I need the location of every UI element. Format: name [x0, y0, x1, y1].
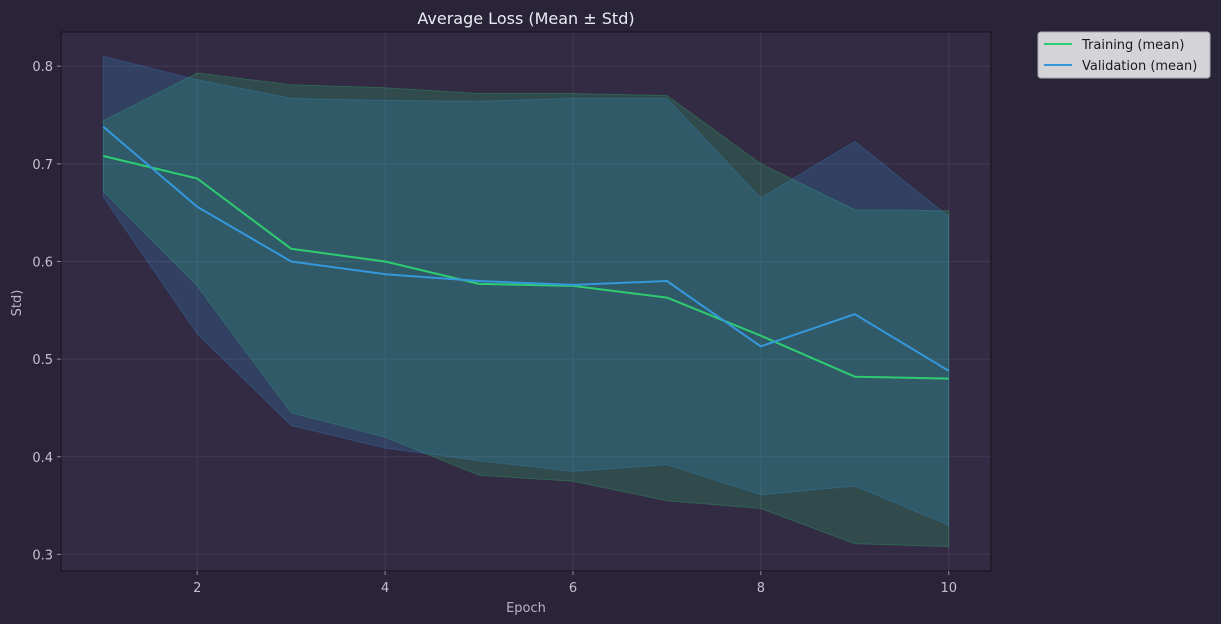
x-tick-label: 8 — [757, 581, 765, 596]
legend-label-training: Training (mean) — [1081, 38, 1184, 53]
y-tick-label: 0.6 — [32, 255, 53, 270]
y-axis-ticks: 0.3 0.4 0.5 0.6 0.7 0.8 — [32, 60, 61, 563]
y-tick-label: 0.4 — [32, 451, 53, 466]
x-tick-label: 6 — [569, 581, 577, 596]
y-tick-label: 0.7 — [32, 158, 53, 173]
plot-area — [61, 32, 991, 571]
y-tick-label: 0.3 — [32, 548, 53, 563]
y-tick-label: 0.5 — [32, 353, 53, 368]
x-axis-ticks: 2 4 6 8 10 — [193, 571, 957, 596]
legend-box — [1037, 31, 1211, 79]
legend: Training (mean) Validation (mean) — [1037, 31, 1211, 79]
x-tick-label: 10 — [940, 581, 957, 596]
x-tick-label: 2 — [193, 581, 201, 596]
grid — [61, 32, 991, 571]
x-tick-label: 4 — [381, 581, 389, 596]
x-axis-label: Epoch — [506, 601, 546, 616]
chart-title: Average Loss (Mean ± Std) — [417, 9, 634, 28]
mean-line-training — [103, 155, 949, 380]
y-axis-label: Std) — [10, 290, 25, 317]
legend-label-validation: Validation (mean) — [1082, 59, 1197, 74]
mean-lines — [102, 125, 950, 380]
std-band-validation — [102, 55, 950, 526]
std-band-training — [102, 72, 950, 548]
plot-frame — [60, 31, 992, 572]
std-bands — [102, 55, 950, 548]
y-tick-label: 0.8 — [32, 60, 53, 75]
mean-line-validation — [102, 125, 950, 372]
